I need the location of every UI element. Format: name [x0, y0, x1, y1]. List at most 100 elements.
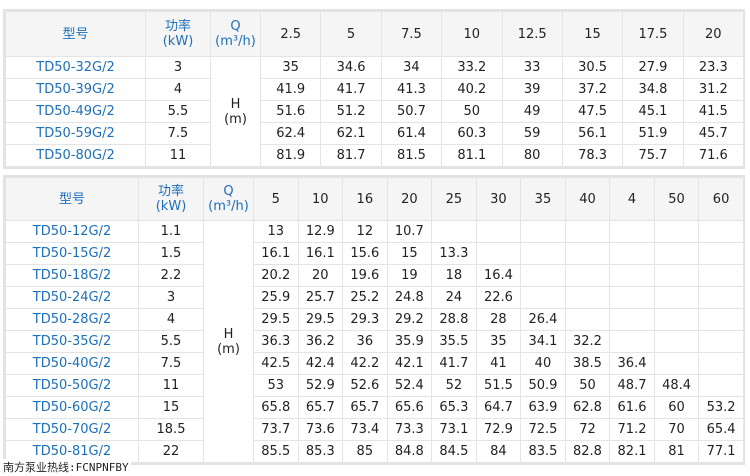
head-cell: 18: [431, 264, 477, 287]
head-cell: 36.3: [253, 330, 299, 353]
head-cell: 82.1: [609, 440, 655, 463]
head-cell: 65.7: [297, 396, 344, 419]
head-cell: [564, 220, 611, 243]
head-cell: 13.3: [431, 242, 477, 265]
power-cell: 4: [138, 308, 204, 331]
head-cell: 65.8: [253, 396, 299, 419]
head-cell: 61.4: [380, 122, 443, 145]
head-cell: 20.2: [253, 264, 299, 287]
head-cell: 29.3: [342, 308, 388, 331]
head-cell: 52.6: [342, 374, 388, 397]
head-cell: [698, 220, 744, 243]
head-cell: [564, 242, 611, 265]
head-cell: 22.6: [475, 286, 522, 309]
head-cell: 19: [386, 264, 433, 287]
head-cell: 70: [653, 418, 700, 441]
table-row: TD50-80G/2 11 81.9 81.7 81.5 81.1 80 78.3 75.7 71…: [5, 144, 745, 167]
head-cell: 38.5: [564, 352, 611, 375]
head-cell: [431, 220, 477, 243]
head-cell: 28.8: [431, 308, 477, 331]
head-cell: 45.7: [682, 122, 745, 145]
head-cell: 12.9: [297, 220, 344, 243]
head-cell: 77.1: [698, 440, 744, 463]
head-cell: 19.6: [342, 264, 388, 287]
power-cell: 4: [145, 78, 211, 101]
model-cell: TD50-24G/2: [5, 286, 139, 309]
head-cell: [653, 242, 700, 265]
pump-table-1: 型号 功率 (kW) Q (m³/h) 2.5 5 7.5 10 12.5 15 17.5 20 TD50…: [3, 9, 745, 169]
head-cell: [609, 220, 655, 243]
head-cell: [698, 264, 744, 287]
head-cell: 15.6: [342, 242, 388, 265]
model-header: 型号: [5, 11, 146, 57]
head-cell: 56.1: [561, 122, 624, 145]
head-cell: 24.8: [386, 286, 433, 309]
head-cell: [609, 286, 655, 309]
head-cell: 40: [520, 352, 566, 375]
model-cell: TD50-39G/2: [5, 78, 146, 101]
head-cell: 30.5: [561, 56, 624, 79]
head-cell: 41.5: [682, 100, 745, 123]
flow-value-header: 2.5: [259, 11, 322, 57]
head-cell: 73.1: [431, 418, 477, 441]
head-cell: 35.9: [386, 330, 433, 353]
power-header: 功率 (kW): [145, 11, 211, 57]
head-cell: 16.1: [253, 242, 299, 265]
head-cell: 62.8: [564, 396, 611, 419]
head-cell: 40.2: [441, 78, 503, 101]
head-cell: 84.5: [431, 440, 477, 463]
head-cell: 23.3: [682, 56, 745, 79]
head-cell: [475, 220, 522, 243]
head-cell: [475, 242, 522, 265]
head-cell: [653, 330, 700, 353]
head-cell: 52: [431, 374, 477, 397]
head-cell: 64.7: [475, 396, 522, 419]
head-cell: 33: [501, 56, 563, 79]
head-cell: 75.7: [622, 144, 684, 167]
flow-value-header: 25: [431, 177, 477, 221]
head-cell: 60: [653, 396, 700, 419]
head-cell: 34.1: [520, 330, 566, 353]
head-cell: 12: [342, 220, 388, 243]
head-cell: 72: [564, 418, 611, 441]
header-row: 型号 功率 (kW) Q (m³/h) 5 10 16 20 25 30 35 40 4 50 60: [5, 177, 744, 221]
head-cell: 62.1: [320, 122, 382, 145]
head-cell: 45.1: [622, 100, 684, 123]
head-cell: 48.7: [609, 374, 655, 397]
head-cell: 53.2: [698, 396, 744, 419]
head-cell: 48.4: [653, 374, 700, 397]
head-cell: [609, 308, 655, 331]
head-cell: [698, 330, 744, 353]
head-unit-cell: H (m): [210, 56, 261, 167]
table-row: TD50-81G/2 22 85.5 85.3 85 84.8 84.5 84 83.5 82.8…: [5, 440, 744, 463]
head-cell: 85.5: [253, 440, 299, 463]
head-cell: 62.4: [259, 122, 322, 145]
table-row: TD50-12G/2 1.1 H (m) 13 12.9 12 10.7: [5, 220, 744, 463]
power-cell: 22: [138, 440, 204, 463]
head-cell: 51.9: [622, 122, 684, 145]
head-cell: [653, 308, 700, 331]
head-cell: 81.7: [320, 144, 382, 167]
head-cell: 28: [475, 308, 522, 331]
power-cell: 1.1: [138, 220, 204, 243]
head-cell: 42.5: [253, 352, 299, 375]
head-cell: 73.6: [297, 418, 344, 441]
head-cell: 85.3: [297, 440, 344, 463]
head-cell: [564, 308, 611, 331]
head-cell: 73.7: [253, 418, 299, 441]
head-cell: 16.4: [475, 264, 522, 287]
head-cell: 61.6: [609, 396, 655, 419]
head-cell: [564, 264, 611, 287]
head-cell: 50.7: [380, 100, 443, 123]
head-cell: 65.4: [698, 418, 744, 441]
head-cell: 80: [501, 144, 563, 167]
head-cell: 50: [441, 100, 503, 123]
head-cell: 81.9: [259, 144, 322, 167]
head-cell: [520, 286, 566, 309]
power-header: 功率 (kW): [138, 177, 204, 221]
flow-value-header: 20: [386, 177, 433, 221]
header-row: 型号 功率 (kW) Q (m³/h) 2.5 5 7.5 10 12.5 15 17.5 20: [5, 11, 745, 57]
head-cell: 82.8: [564, 440, 611, 463]
head-cell: [698, 242, 744, 265]
flow-value-header: 50: [653, 177, 700, 221]
